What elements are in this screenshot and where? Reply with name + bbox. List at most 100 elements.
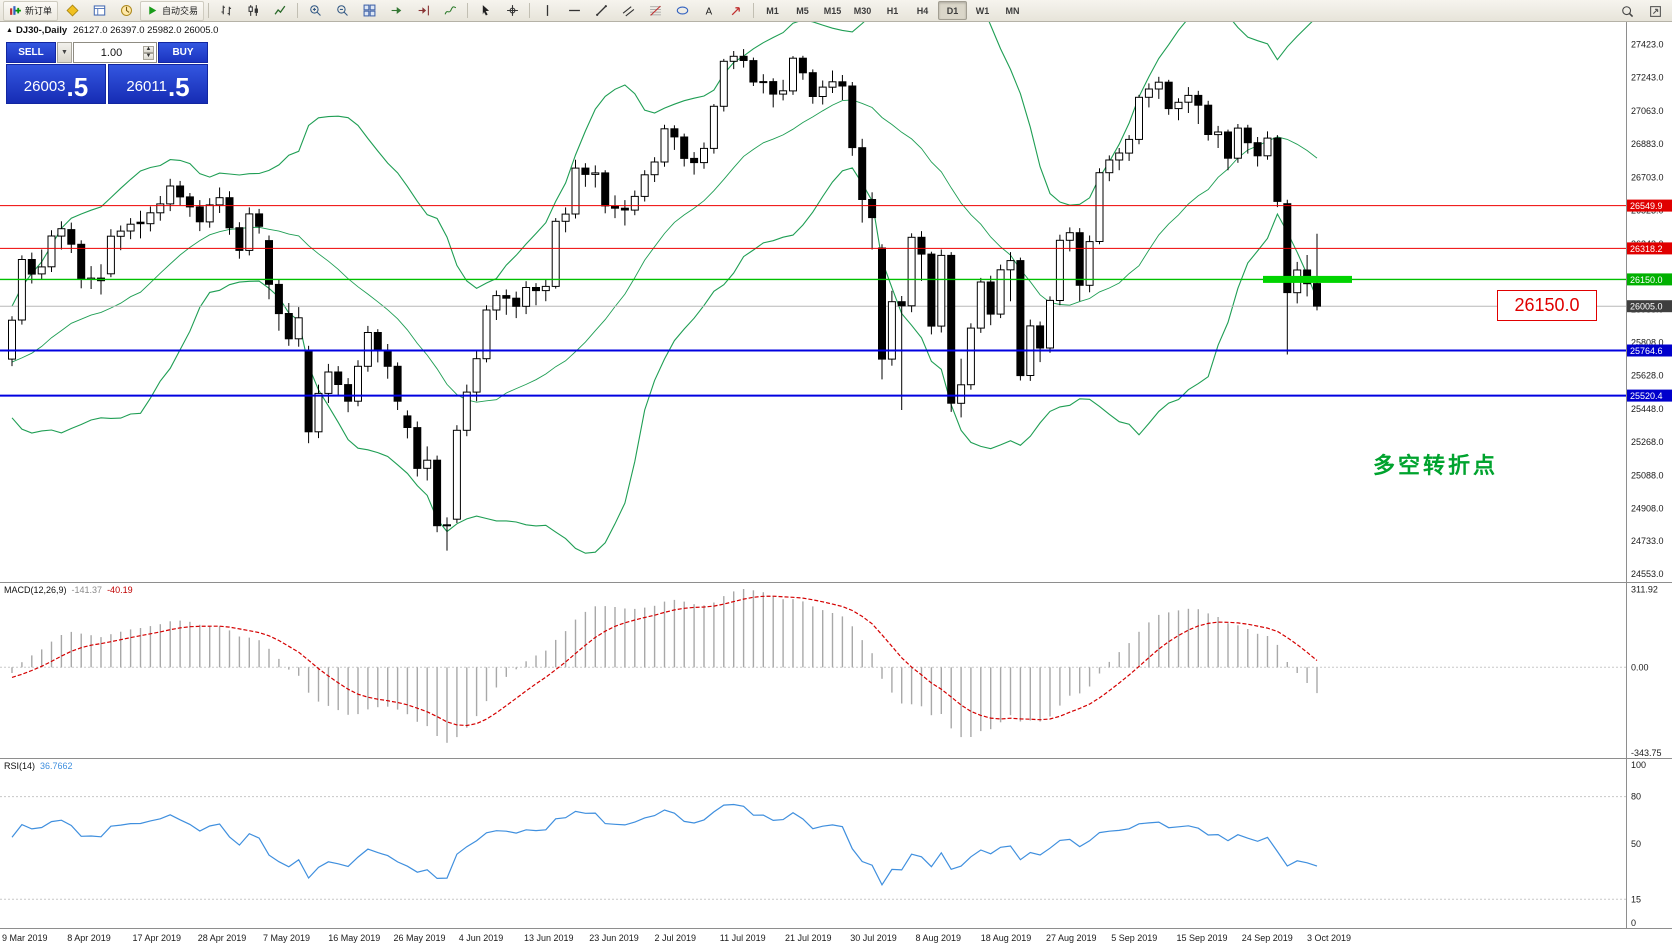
date-label: 23 Jun 2019 <box>589 933 639 943</box>
crosshair-icon <box>506 5 518 16</box>
crosshair-button[interactable] <box>499 1 525 21</box>
buy-price[interactable]: 26011.5 <box>108 64 208 104</box>
stepper-up-icon[interactable]: ▲ <box>143 45 154 53</box>
svg-text:24553.0: 24553.0 <box>1631 569 1664 579</box>
svg-text:27243.0: 27243.0 <box>1631 73 1664 83</box>
bar-chart-button[interactable] <box>213 1 239 21</box>
tile-windows-button[interactable] <box>356 1 382 21</box>
stepper-down-icon[interactable]: ▼ <box>143 52 154 60</box>
timeframe-h1[interactable]: H1 <box>886 5 899 16</box>
timeframe-m1[interactable]: M1 <box>766 5 779 16</box>
data-window-button[interactable] <box>86 1 112 21</box>
line-chart-icon <box>274 5 285 15</box>
arrows-icon <box>731 7 740 16</box>
arrows-button[interactable] <box>723 1 749 21</box>
zoom-in-button[interactable] <box>302 1 328 21</box>
date-label: 8 Aug 2019 <box>915 933 962 943</box>
svg-text:311.92: 311.92 <box>1631 585 1658 595</box>
expand-button[interactable] <box>1642 1 1668 21</box>
cursor-button[interactable] <box>472 1 498 21</box>
rsi-canvas[interactable]: 100 80 50 15 0 <box>0 759 1672 929</box>
one-click-trading-widget: SELL ▼ 1.00 ▲ ▼ BUY 26003.5 26011.5 <box>6 42 208 104</box>
rsi-axis-labels: 100 80 50 15 0 <box>1631 760 1646 928</box>
trendline-button[interactable] <box>588 1 614 21</box>
line-chart-button[interactable] <box>267 1 293 21</box>
chart-info: ▲ DJ30-,Daily 26127.0 26397.0 25982.0 2600… <box>6 25 218 36</box>
timeframe-h4[interactable]: H4 <box>916 5 929 16</box>
horizontal-line-button[interactable] <box>561 1 587 21</box>
market-watch-icon <box>65 4 79 17</box>
date-label: 15 Sep 2019 <box>1176 933 1228 943</box>
macd-canvas[interactable]: 311.92 0.00 -343.75 <box>0 583 1672 759</box>
search-button[interactable] <box>1614 1 1640 21</box>
date-label: 18 Aug 2019 <box>980 933 1032 943</box>
auto-trading-button[interactable]: 自动交易 <box>140 0 205 21</box>
indicators-button[interactable] <box>437 1 463 21</box>
svg-text:26703.0: 26703.0 <box>1631 172 1664 182</box>
main-chart-canvas[interactable]: 27423.027243.027063.026883.026703.026523… <box>0 22 1672 582</box>
new-order-button[interactable]: 新订单 <box>3 0 59 21</box>
chart-ohlc-values: 26127.0 26397.0 25982.0 26005.0 <box>73 25 219 36</box>
svg-text:80: 80 <box>1631 792 1641 802</box>
new-order-label: 新订单 <box>25 6 53 16</box>
auto-scroll-button[interactable] <box>383 1 409 21</box>
equidistant-channel-button[interactable] <box>615 1 641 21</box>
svg-text:0: 0 <box>1631 918 1636 928</box>
chart-shift-button[interactable] <box>410 1 436 21</box>
highlight-bar[interactable] <box>1263 275 1352 283</box>
navigator-button[interactable] <box>113 1 139 21</box>
date-axis[interactable]: 9 Mar 2019 8 Apr 2019 17 Apr 2019 28 Apr 20… <box>0 928 1672 948</box>
horizontal-level-lines <box>0 205 1626 397</box>
vertical-line-button[interactable] <box>534 1 560 21</box>
auto-trading-label: 自动交易 <box>162 6 199 16</box>
date-label: 2 Jul 2019 <box>654 933 697 943</box>
macd-label: MACD(12,26,9) -141.37 -40.19 <box>4 585 133 595</box>
date-label: 16 May 2019 <box>328 933 381 943</box>
toolbar-separator <box>753 3 755 18</box>
macd-signal-value: -40.19 <box>107 585 133 595</box>
cursor-icon <box>482 5 489 16</box>
candlestick-chart-button[interactable] <box>240 1 266 21</box>
svg-text:25764.6: 25764.6 <box>1630 346 1663 356</box>
toolbar-separator <box>297 3 299 18</box>
text-button[interactable]: A <box>696 1 722 21</box>
zoom-out-button[interactable] <box>329 1 355 21</box>
svg-text:26883.0: 26883.0 <box>1631 139 1664 149</box>
volume-stepper[interactable]: ▲ ▼ <box>143 45 154 60</box>
date-label: 30 Jul 2019 <box>850 933 897 943</box>
date-label: 11 Jul 2019 <box>719 933 766 943</box>
timeframe-w1[interactable]: W1 <box>975 5 990 16</box>
svg-text:26318.2: 26318.2 <box>1630 244 1663 254</box>
volume-dropdown[interactable]: ▼ <box>57 42 72 63</box>
buy-button[interactable]: BUY <box>158 42 208 63</box>
shapes-button[interactable] <box>669 1 695 21</box>
date-label: 21 Jul 2019 <box>785 933 832 943</box>
sell-price[interactable]: 26003.5 <box>6 64 106 104</box>
timeframe-m30[interactable]: M30 <box>853 5 872 16</box>
date-label: 9 Mar 2019 <box>2 933 48 943</box>
date-label: 28 Apr 2019 <box>197 933 247 943</box>
timeframe-m5[interactable]: M5 <box>796 5 809 16</box>
date-label: 26 May 2019 <box>393 933 446 943</box>
auto-trading-icon <box>149 6 157 15</box>
sell-button[interactable]: SELL <box>6 42 56 63</box>
volume-input[interactable]: 1.00 ▲ ▼ <box>73 42 157 63</box>
rsi-line <box>11 803 1318 887</box>
candlestick-series <box>8 49 1321 551</box>
timeframe-d1[interactable]: D1 <box>938 1 968 20</box>
macd-axis-labels: 311.92 0.00 -343.75 <box>1631 585 1662 759</box>
macd-main-value: -141.37 <box>71 585 103 595</box>
tile-windows-icon <box>363 4 375 17</box>
price-level-callout[interactable]: 26150.0 <box>1497 290 1597 321</box>
svg-text:27063.0: 27063.0 <box>1631 106 1664 116</box>
svg-text:25268.0: 25268.0 <box>1631 437 1664 447</box>
fibonacci-button[interactable] <box>642 1 668 21</box>
toolbar-right-group <box>1614 1 1668 21</box>
new-order-icon <box>10 6 21 15</box>
toolbar-separator <box>467 3 469 18</box>
toolbar: 新订单 自动交易 A M1 M5 M15 M30 H1 H4 D1 W1 MN <box>0 0 1672 22</box>
timeframe-mn[interactable]: MN <box>1005 5 1020 16</box>
svg-text:A: A <box>705 6 712 17</box>
market-watch-button[interactable] <box>59 1 85 21</box>
timeframe-m15[interactable]: M15 <box>823 5 842 16</box>
